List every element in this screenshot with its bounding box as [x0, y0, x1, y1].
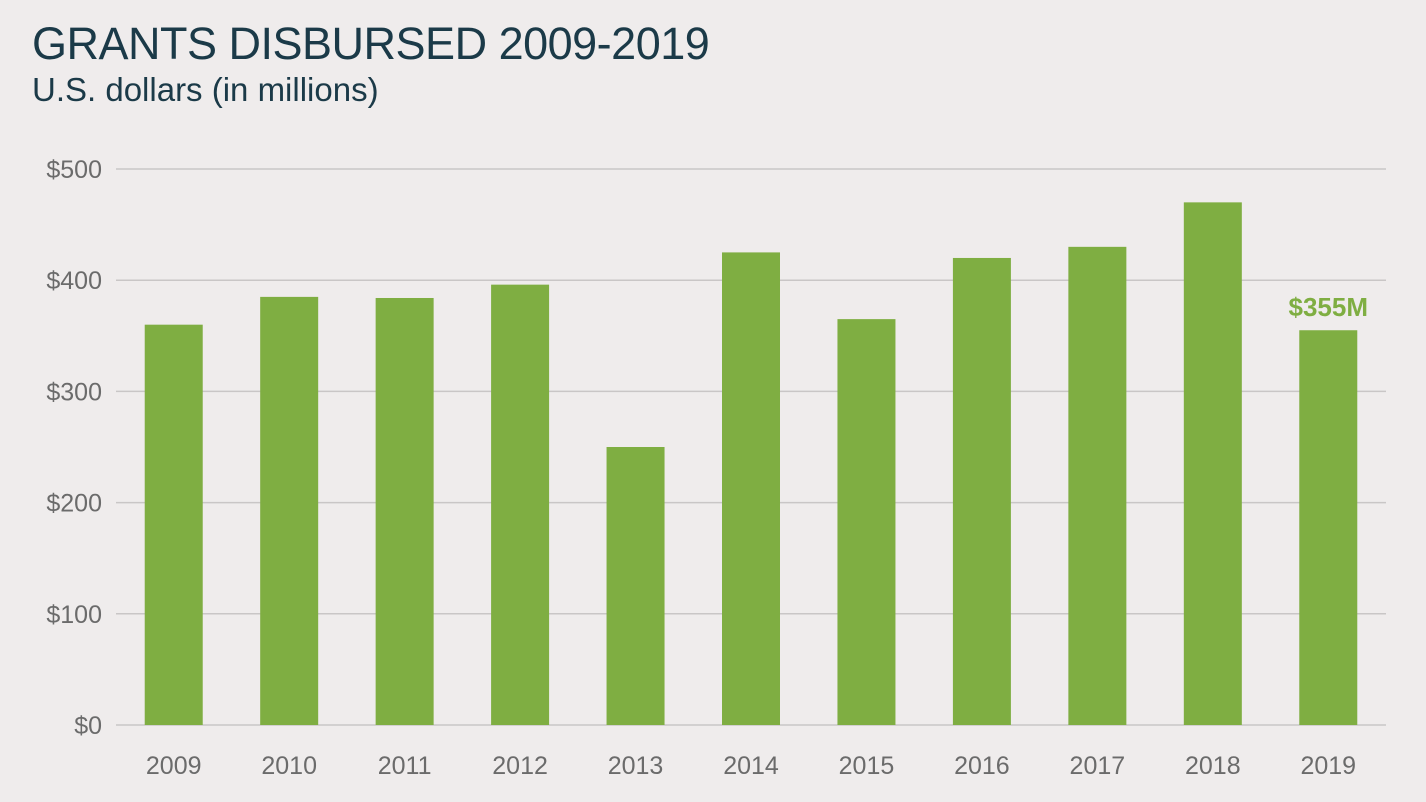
bar-2014 [722, 252, 780, 725]
bar-2018 [1183, 202, 1242, 726]
chart-title: GRANTS DISBURSED 2009-2019 [32, 18, 710, 69]
x-tick-labels: 2009 2010 2011 2012 2013 2014 2015 2016 2017 2018… [146, 752, 1356, 780]
bar-2010 [260, 296, 319, 725]
x-tick-label: 2012 [492, 752, 548, 780]
y-tick-label: $200 [46, 490, 102, 518]
chart-subtitle: U.S. dollars (in millions) [32, 71, 379, 108]
x-tick-label: 2019 [1300, 752, 1356, 780]
x-tick-label: 2014 [723, 752, 779, 780]
bars [144, 202, 1358, 726]
x-tick-label: 2013 [608, 752, 664, 780]
annotations: $355M [1289, 292, 1369, 322]
x-tick-label: 2009 [146, 752, 202, 780]
y-tick-label: $0 [74, 712, 102, 740]
bar-2011 [375, 297, 434, 725]
bar-2013 [606, 447, 665, 725]
bar-2017 [1068, 246, 1127, 725]
bar-2016 [952, 257, 1011, 725]
y-tick-label: $100 [46, 601, 102, 629]
bar-2015 [837, 319, 896, 725]
x-tick-label: 2016 [954, 752, 1010, 780]
x-tick-label: 2015 [839, 752, 895, 780]
bar-2009 [144, 324, 203, 725]
x-tick-label: 2018 [1185, 752, 1241, 780]
y-tick-labels: $0 $100 $200 $300 $400 $500 [46, 156, 102, 740]
x-tick-label: 2011 [378, 752, 432, 780]
x-tick-label: 2010 [261, 752, 317, 780]
y-tick-label: $500 [46, 156, 102, 184]
bar-2012 [491, 284, 550, 725]
y-tick-label: $300 [46, 378, 102, 406]
x-tick-label: 2017 [1070, 752, 1126, 780]
data-label: $355M [1289, 292, 1369, 322]
y-tick-label: $400 [46, 267, 102, 295]
bar-2019 [1299, 330, 1358, 725]
